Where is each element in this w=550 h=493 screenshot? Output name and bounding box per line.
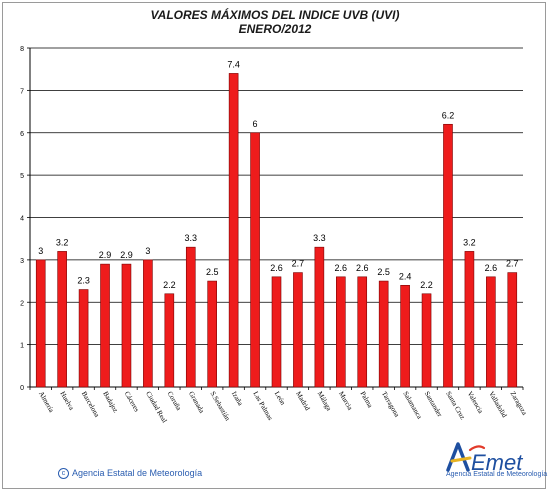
y-tick-label: 8 [20, 46, 24, 53]
y-tick-label: 3 [20, 258, 24, 265]
data-label: 6 [253, 119, 258, 129]
bar [421, 293, 432, 388]
data-label: 3.2 [463, 237, 476, 247]
x-tick-label: Madrid [294, 390, 311, 412]
bar [507, 272, 518, 388]
x-tick-label: Málaga [316, 390, 334, 413]
x-tick-label: León [273, 390, 287, 407]
x-tick-label: Las Palmas [251, 390, 274, 422]
bar [78, 289, 89, 388]
grid-layer [29, 47, 523, 388]
svg-text:Emet: Emet [471, 450, 523, 474]
bar [207, 280, 217, 388]
data-label: 3 [145, 246, 150, 256]
bar [57, 251, 67, 388]
x-tick-label: Salamanca [401, 390, 424, 421]
data-label: 3.3 [313, 233, 326, 243]
data-label: 7.4 [227, 59, 240, 69]
y-tick-label: 0 [20, 385, 24, 392]
data-label: 3.2 [56, 237, 69, 247]
x-tick-label: Coruña [166, 390, 184, 413]
aemet-logo-mark: Emet [446, 442, 523, 474]
bar [400, 284, 410, 388]
data-label: 2.9 [99, 250, 112, 260]
bar [164, 293, 175, 388]
data-label: 2.7 [292, 259, 305, 269]
data-label: 3 [38, 246, 43, 256]
copyright-icon: c [58, 468, 69, 480]
bar [121, 263, 132, 388]
bar [271, 276, 282, 388]
data-label: 2.6 [335, 263, 348, 273]
x-tick-label: Almería [37, 390, 56, 415]
x-tick-label: Palma [359, 390, 375, 410]
agency-credit-text: Agencia Estatal de Meteorología [72, 468, 203, 478]
x-tick-label: Izaña [230, 390, 245, 408]
bar-layer [35, 73, 518, 388]
y-tick-label: 2 [20, 300, 24, 307]
data-label: 2.5 [206, 267, 219, 277]
bar [185, 246, 196, 388]
y-tick-label: 1 [20, 343, 24, 350]
data-label: 2.9 [120, 250, 133, 260]
x-tick-layer: Almería Huelva Barcelona Badajoz Cáceres Ciud… [29, 387, 529, 424]
bar [314, 246, 325, 388]
x-tick-label: Valencia [466, 390, 485, 416]
data-label: 2.2 [420, 280, 433, 290]
data-label: 2.5 [377, 267, 390, 277]
data-label: 2.7 [506, 259, 519, 269]
bar [486, 276, 496, 388]
x-tick-label: Santander [423, 390, 444, 419]
x-tick-label: Santa Cruz [444, 390, 466, 421]
x-tick-label: Cáceres [123, 390, 141, 413]
x-tick-label: Tarragona [380, 390, 402, 419]
bar [293, 272, 303, 388]
chart-frame [2, 2, 546, 489]
x-tick-label: Valladolid [487, 390, 509, 419]
y-tick-label: 7 [20, 88, 24, 95]
data-label: 2.3 [77, 276, 90, 286]
value-label-layer: 3 3.2 2.3 2.9 2.9 3 2.2 3.3 2.5 7.4 6 2.6 2.7 3.3 2.6 2… [38, 59, 518, 289]
y-tick-label: 4 [20, 216, 24, 223]
agency-credit: c Agencia Estatal de Meteorología [58, 468, 203, 480]
y-tick-layer: 0 1 2 3 4 5 6 7 8 [20, 46, 30, 392]
bar [143, 259, 153, 388]
chart-subtitle: ENERO/2012 [238, 22, 312, 36]
data-label: 6.2 [442, 110, 455, 120]
x-tick-label: Granada [187, 390, 206, 415]
chart-title: VALORES MÁXIMOS DEL INDICE UVB (UVI) [150, 8, 400, 22]
aemet-logo: Emet [440, 440, 540, 480]
data-label: 3.3 [185, 233, 198, 243]
x-tick-label: Murcia [337, 390, 354, 412]
x-tick-label: Barcelona [80, 390, 102, 419]
x-tick-label: S.Sebastián [208, 390, 231, 423]
bar [228, 73, 239, 388]
x-tick-label: Ciudad Real [144, 390, 168, 424]
data-label: 2.2 [163, 280, 176, 290]
x-tick-label: Badajoz [101, 390, 119, 414]
bar [443, 123, 453, 388]
y-tick-label: 5 [20, 173, 24, 180]
data-label: 2.6 [485, 263, 498, 273]
bar [250, 132, 260, 388]
bar [100, 263, 110, 388]
bar [464, 251, 475, 388]
bar [378, 280, 389, 388]
x-tick-label: Zaragoza [509, 390, 529, 417]
data-label: 2.4 [399, 271, 412, 281]
bar [35, 259, 46, 388]
x-tick-label: Huelva [58, 390, 75, 412]
data-label: 2.6 [270, 263, 283, 273]
data-label: 2.6 [356, 263, 369, 273]
logo-subtitle: Agencia Estatal de Meteorología [446, 471, 548, 478]
bar [357, 276, 368, 388]
y-tick-label: 6 [20, 131, 24, 138]
bar [336, 276, 346, 388]
